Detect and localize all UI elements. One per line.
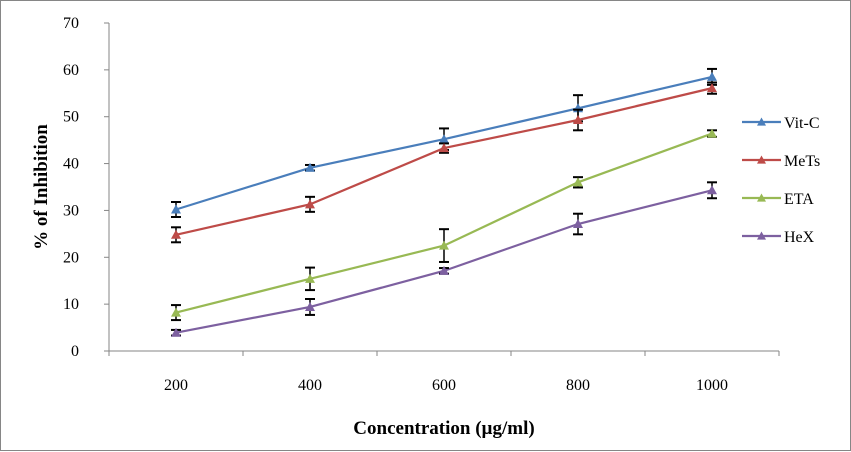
legend-label: MeTs (784, 153, 820, 170)
x-tick-label: 800 (566, 377, 590, 394)
data-point-triangle-marker (707, 83, 717, 93)
x-tick-label: 200 (164, 377, 188, 394)
data-point-triangle-marker (573, 219, 583, 229)
y-tick-label: 20 (63, 249, 79, 266)
legend-item-vit-c: Vit-C (742, 115, 819, 132)
legend-item-mets: MeTs (742, 153, 820, 170)
data-point-triangle-marker (707, 71, 717, 81)
data-point-triangle-marker (439, 265, 449, 275)
legend-label: Vit-C (784, 115, 819, 132)
legend-triangle-marker (757, 155, 766, 164)
y-tick-label: 60 (63, 62, 79, 79)
y-tick-label: 40 (63, 156, 79, 173)
data-point-triangle-marker (171, 204, 181, 214)
legend-triangle-marker (757, 193, 766, 202)
legend-triangle-marker (757, 117, 766, 126)
data-point-triangle-marker (439, 134, 449, 144)
legend-item-hex: HeX (742, 229, 815, 246)
legend-label: ETA (784, 191, 814, 208)
legend-triangle-marker (757, 231, 766, 240)
series-hex (171, 181, 717, 337)
series-vit-c (171, 67, 717, 218)
data-point-triangle-marker (305, 199, 315, 209)
data-point-triangle-marker (171, 229, 181, 239)
axes: 0 10 20 30 40 50 60 70 200 400 600 800 1000 (63, 15, 780, 394)
data-point-triangle-marker (573, 177, 583, 187)
data-point-triangle-marker (171, 327, 181, 337)
y-tick-label: 50 (63, 109, 79, 126)
data-point-triangle-marker (305, 162, 315, 172)
y-tick-label: 10 (63, 296, 79, 313)
x-tick-label: 400 (298, 377, 322, 394)
y-tick-label: 30 (63, 202, 79, 219)
data-point-triangle-marker (305, 273, 315, 283)
plot-area (171, 67, 717, 337)
x-axis-title: Concentration (µg/ml) (353, 418, 534, 439)
data-point-triangle-marker (439, 143, 449, 153)
legend-label: HeX (784, 229, 815, 246)
series-line (175, 132, 713, 314)
series-eta (171, 128, 717, 322)
data-point-triangle-marker (439, 240, 449, 250)
series-line (175, 87, 713, 236)
x-tick-label: 600 (432, 377, 456, 394)
data-point-triangle-marker (707, 185, 717, 195)
data-point-triangle-marker (171, 307, 181, 317)
data-point-triangle-marker (573, 114, 583, 124)
data-point-triangle-marker (305, 301, 315, 311)
y-tick-label: 0 (71, 343, 79, 360)
series-mets (171, 81, 717, 244)
y-tick-label: 70 (63, 15, 79, 32)
legend: Vit-C MeTs ETA HeX (742, 115, 820, 246)
data-point-triangle-marker (707, 128, 717, 138)
legend-item-eta: ETA (742, 191, 814, 208)
y-axis-title: % of Inhibition (31, 124, 52, 250)
x-tick-label: 1000 (696, 377, 728, 394)
